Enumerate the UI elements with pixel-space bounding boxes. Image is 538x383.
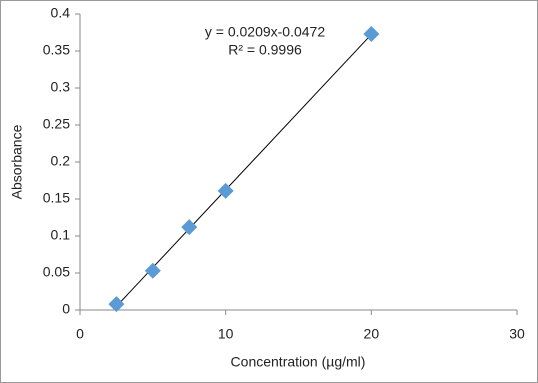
y-tick-label: 0.05	[43, 264, 70, 280]
marker	[108, 296, 125, 313]
x-tick-label: 10	[218, 326, 234, 342]
x-tick-label: 30	[509, 326, 525, 342]
marker	[181, 219, 198, 236]
y-tick-label: 0.3	[51, 79, 71, 95]
marker	[144, 262, 161, 279]
x-axis-label: Concentration (µg/ml)	[231, 354, 366, 370]
y-tick-label: 0.15	[43, 190, 70, 206]
y-tick-label: 0.4	[51, 5, 71, 21]
equation: y = 0.0209x-0.0472	[205, 24, 325, 40]
marker	[363, 25, 380, 42]
x-tick-label: 20	[364, 326, 380, 342]
x-tick-label: 0	[76, 326, 84, 342]
y-tick-label: 0.2	[51, 153, 71, 169]
r-squared: R² = 0.9996	[228, 42, 302, 58]
trendline	[116, 34, 372, 307]
y-axis-label: Absorbance	[9, 124, 25, 199]
y-tick-label: 0.25	[43, 116, 70, 132]
marker	[217, 182, 234, 199]
y-tick-label: 0.1	[51, 227, 71, 243]
y-tick-label: 0.35	[43, 42, 70, 58]
y-tick-label: 0	[62, 301, 70, 317]
